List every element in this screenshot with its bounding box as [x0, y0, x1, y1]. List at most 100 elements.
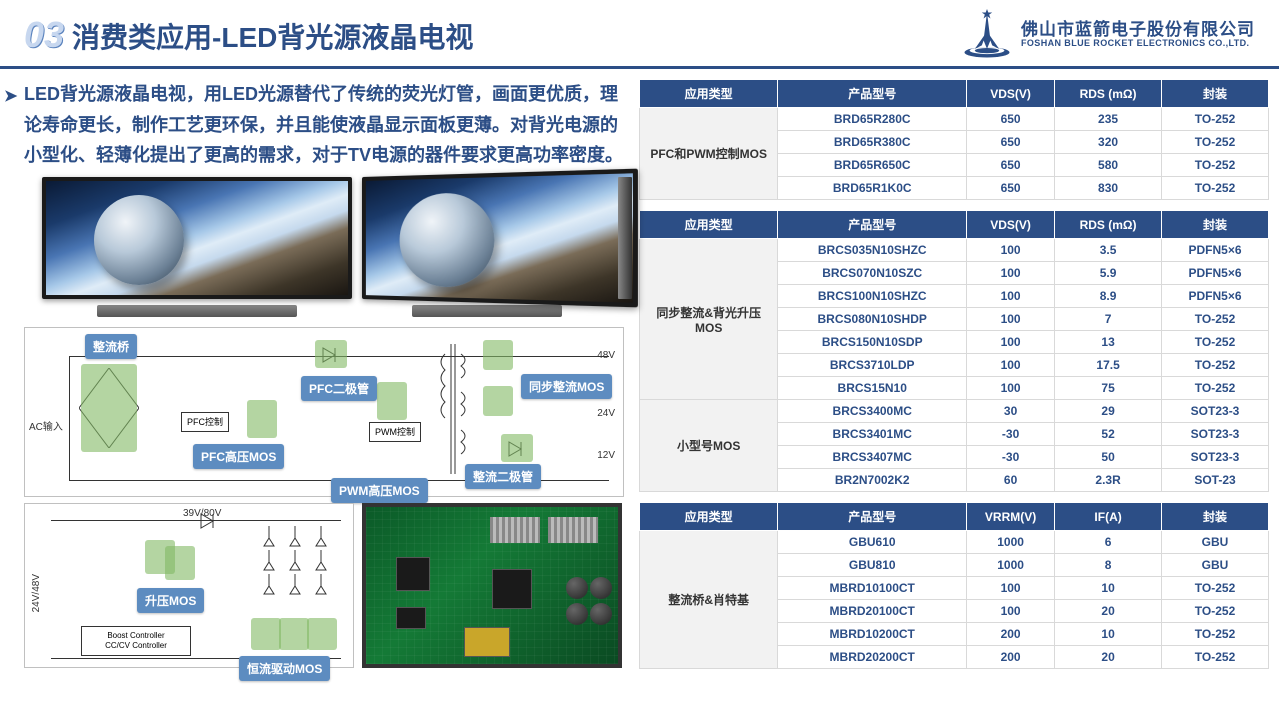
table-cell: 320	[1055, 131, 1162, 154]
table-cell: 6	[1055, 531, 1162, 554]
table-cell: GBU810	[778, 554, 967, 577]
table-cell: 650	[967, 154, 1055, 177]
company-name-en: FOSHAN BLUE ROCKET ELECTRONICS CO.,LTD.	[1021, 39, 1255, 49]
tv-images	[24, 177, 629, 319]
table-header: 产品型号	[778, 503, 967, 531]
circuit-diagram-main: AC输入 PFC控制 PWM控制 48V 24V 12V	[24, 327, 624, 497]
table-cell: 75	[1055, 377, 1162, 400]
table-cell: BRCS150N10SDP	[778, 331, 967, 354]
rocket-icon	[961, 8, 1013, 62]
table-cell: SOT23-3	[1162, 446, 1269, 469]
company-logo: 佛山市蓝箭电子股份有限公司 FOSHAN BLUE ROCKET ELECTRO…	[961, 8, 1255, 62]
table-cell: TO-252	[1162, 308, 1269, 331]
table-cell: BRCS070N10SZC	[778, 262, 967, 285]
table-cell: TO-252	[1162, 646, 1269, 669]
table-cell: BRD65R280C	[778, 108, 967, 131]
bullet-icon: ➤	[4, 83, 17, 110]
tag-pfc-diode: PFC二极管	[301, 376, 377, 401]
table-cell: BRCS3400MC	[778, 400, 967, 423]
table-cell: TO-252	[1162, 623, 1269, 646]
table-cell: 100	[967, 577, 1055, 600]
hl-boost-mos2	[165, 546, 195, 580]
circuit-diagram-boost: 24V/48V 39V/80V Boost Controller CC/CV C…	[24, 503, 354, 668]
tv-front	[42, 177, 352, 319]
led-string-icon	[261, 526, 331, 616]
table-cell: 8.9	[1055, 285, 1162, 308]
table-cell: 10	[1055, 623, 1162, 646]
table-cell: 100	[967, 354, 1055, 377]
table-cell: 7	[1055, 308, 1162, 331]
table-cell: TO-252	[1162, 131, 1269, 154]
table-cell: GBU	[1162, 554, 1269, 577]
table-cell: 1000	[967, 554, 1055, 577]
table-row: 小型号MOSBRCS3400MC3029SOT23-3	[640, 400, 1269, 423]
table-cell: SOT23-3	[1162, 400, 1269, 423]
table-cell: PDFN5×6	[1162, 239, 1269, 262]
table-cell: 100	[967, 239, 1055, 262]
table-cell: PDFN5×6	[1162, 285, 1269, 308]
hl-pfc-diode	[315, 340, 347, 368]
label-12v: 12V	[597, 450, 615, 461]
table-header: 封装	[1162, 503, 1269, 531]
table-row: PFC和PWM控制MOSBRD65R280C650235TO-252	[640, 108, 1269, 131]
table-cell: BRCS15N10	[778, 377, 967, 400]
table-cell: -30	[967, 446, 1055, 469]
table-cell: 52	[1055, 423, 1162, 446]
table-cell: TO-252	[1162, 377, 1269, 400]
diode-icon	[199, 512, 221, 530]
table-cell: 100	[967, 331, 1055, 354]
page-title: 消费类应用-LED背光源液晶电视	[72, 16, 473, 56]
hl-pwm-mos	[377, 382, 407, 420]
tag-pwm-mos: PWM高压MOS	[331, 478, 428, 503]
table-cell: BRD65R650C	[778, 154, 967, 177]
table-cell: 200	[967, 646, 1055, 669]
table-cell: BRCS100N10SHZC	[778, 285, 967, 308]
table-cell: BRCS3401MC	[778, 423, 967, 446]
tag-cc-mos: 恒流驱动MOS	[239, 656, 330, 681]
table-header: 应用类型	[640, 503, 778, 531]
table-cell: 17.5	[1055, 354, 1162, 377]
table-cell: 20	[1055, 646, 1162, 669]
left-column: ➤ LED背光源液晶电视，用LED光源替代了传统的荧光灯管，画面更优质，理论寿命…	[24, 79, 629, 669]
tag-bridge: 整流桥	[85, 334, 137, 359]
table-cell: MBRD10200CT	[778, 623, 967, 646]
table-header: VRRM(V)	[967, 503, 1055, 531]
table-cell: TO-252	[1162, 154, 1269, 177]
table-cell: MBRD10100CT	[778, 577, 967, 600]
company-name-cn: 佛山市蓝箭电子股份有限公司	[1021, 21, 1255, 40]
hl-cc1	[251, 618, 281, 650]
table-header: 应用类型	[640, 211, 778, 239]
table-cell: 30	[967, 400, 1055, 423]
box-pwm-ctrl: PWM控制	[369, 422, 421, 442]
table-cell: 60	[967, 469, 1055, 492]
table-cell: 580	[1055, 154, 1162, 177]
table-cell: BR2N7002K2	[778, 469, 967, 492]
chapter-number: 03	[24, 14, 64, 56]
table-cell: 13	[1055, 331, 1162, 354]
table-cell: 200	[967, 623, 1055, 646]
table-cell: BRCS035N10SHZC	[778, 239, 967, 262]
bottom-row: 24V/48V 39V/80V Boost Controller CC/CV C…	[24, 503, 629, 668]
table-bridge-schottky: 应用类型产品型号VRRM(V)IF(A)封装 整流桥&肖特基GBU6101000…	[639, 502, 1269, 669]
label-24-48v: 24V/48V	[31, 574, 42, 612]
table-cell: MBRD20100CT	[778, 600, 967, 623]
table-cell: TO-252	[1162, 600, 1269, 623]
table-header: 产品型号	[778, 80, 967, 108]
table-cell: TO-252	[1162, 177, 1269, 200]
table-cell: BRD65R1K0C	[778, 177, 967, 200]
table-cell: BRCS3407MC	[778, 446, 967, 469]
table-category-cell: 小型号MOS	[640, 400, 778, 492]
table-cell: 1000	[967, 531, 1055, 554]
table-header: RDS (mΩ)	[1055, 211, 1162, 239]
table-cell: 8	[1055, 554, 1162, 577]
label-24v: 24V	[597, 408, 615, 419]
table-cell: -30	[967, 423, 1055, 446]
description: ➤ LED背光源液晶电视，用LED光源替代了传统的荧光灯管，画面更优质，理论寿命…	[24, 79, 629, 171]
page-header: 03 消费类应用-LED背光源液晶电视 佛山市蓝箭电子股份有限公司 FOSHAN…	[0, 0, 1279, 69]
table-row: 同步整流&背光升压MOSBRCS035N10SHZC1003.5PDFN5×6	[640, 239, 1269, 262]
table-category-cell: 同步整流&背光升压MOS	[640, 239, 778, 400]
table-cell: TO-252	[1162, 354, 1269, 377]
table-cell: GBU610	[778, 531, 967, 554]
table-header: 封装	[1162, 80, 1269, 108]
table-cell: GBU	[1162, 531, 1269, 554]
